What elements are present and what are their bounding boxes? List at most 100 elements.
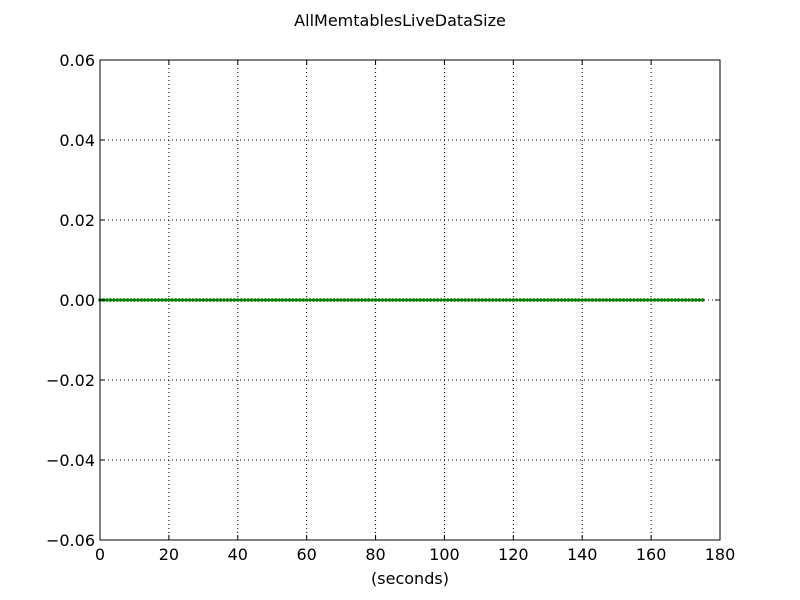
data-point [308,298,312,302]
data-point [687,298,691,302]
data-point [273,298,278,302]
data-point [638,298,643,302]
y-tick-label: 0.06 [59,51,95,70]
data-point [673,298,678,302]
data-point [418,298,423,302]
data-point [477,298,481,302]
data-point [594,298,598,302]
data-point [425,298,430,302]
data-point [294,298,299,302]
data-point [576,298,581,302]
data-point [580,298,585,302]
data-point [180,298,185,302]
data-point [122,298,126,302]
data-point [442,298,447,302]
data-point [373,298,378,302]
data-point [415,298,419,302]
data-point [170,298,175,302]
data-point [125,298,130,302]
data-point [287,298,292,302]
data-point [246,298,250,302]
data-point [573,298,578,302]
data-point [597,298,602,302]
data-point [470,298,474,302]
data-point [118,298,123,302]
x-tick-label: 160 [636,545,667,564]
data-point [497,298,502,302]
data-point [156,298,161,302]
x-tick-label: 180 [705,545,736,564]
data-point [105,298,109,302]
data-point [408,298,412,302]
data-point [242,298,247,302]
data-point [204,298,209,302]
data-point [211,298,216,302]
data-point [198,298,202,302]
data-point [401,298,405,302]
data-point [680,298,684,302]
x-tick-label: 20 [159,545,179,564]
data-point [208,298,213,302]
data-point [528,298,533,302]
data-point [342,298,347,302]
data-point [111,298,116,302]
data-point [504,298,509,302]
data-point [669,298,674,302]
data-point [487,298,492,302]
y-tick-label: −0.06 [46,531,95,550]
data-point [483,298,488,302]
data-point [184,298,188,302]
data-point [404,298,409,302]
data-point [607,298,612,302]
data-point [532,298,536,302]
data-point [146,298,151,302]
data-point [549,298,554,302]
data-point [194,298,199,302]
data-point [428,298,433,302]
data-point [456,298,461,302]
data-point [139,298,144,302]
data-point [277,298,281,302]
data-point [322,298,326,302]
data-point [690,298,695,302]
data-point [249,298,254,302]
x-tick-label: 120 [498,545,529,564]
data-point [628,298,633,302]
data-point [215,298,219,302]
data-point [570,298,574,302]
data-point [632,298,636,302]
data-point [508,298,512,302]
data-point [239,298,244,302]
data-point [556,298,560,302]
data-point [149,298,154,302]
data-point [539,298,543,302]
data-point [645,298,650,302]
data-point [311,298,316,302]
data-point [473,298,478,302]
data-point [108,298,113,302]
data-point [153,298,157,302]
data-point [349,298,354,302]
data-point [353,298,357,302]
data-point [363,298,368,302]
data-point [263,298,268,302]
data-point [694,298,698,302]
data-point [656,298,660,302]
data-point [325,298,330,302]
data-point [315,298,319,302]
data-point [332,298,337,302]
data-point [380,298,385,302]
data-point [177,298,182,302]
data-point [284,298,288,302]
data-point [525,298,529,302]
data-point [297,298,302,302]
x-tick-label: 0 [95,545,105,564]
data-point [235,298,240,302]
x-tick-label: 40 [228,545,248,564]
data-point [611,298,616,302]
data-point [535,298,540,302]
data-point [545,298,550,302]
data-point [697,298,702,302]
data-point [566,298,571,302]
